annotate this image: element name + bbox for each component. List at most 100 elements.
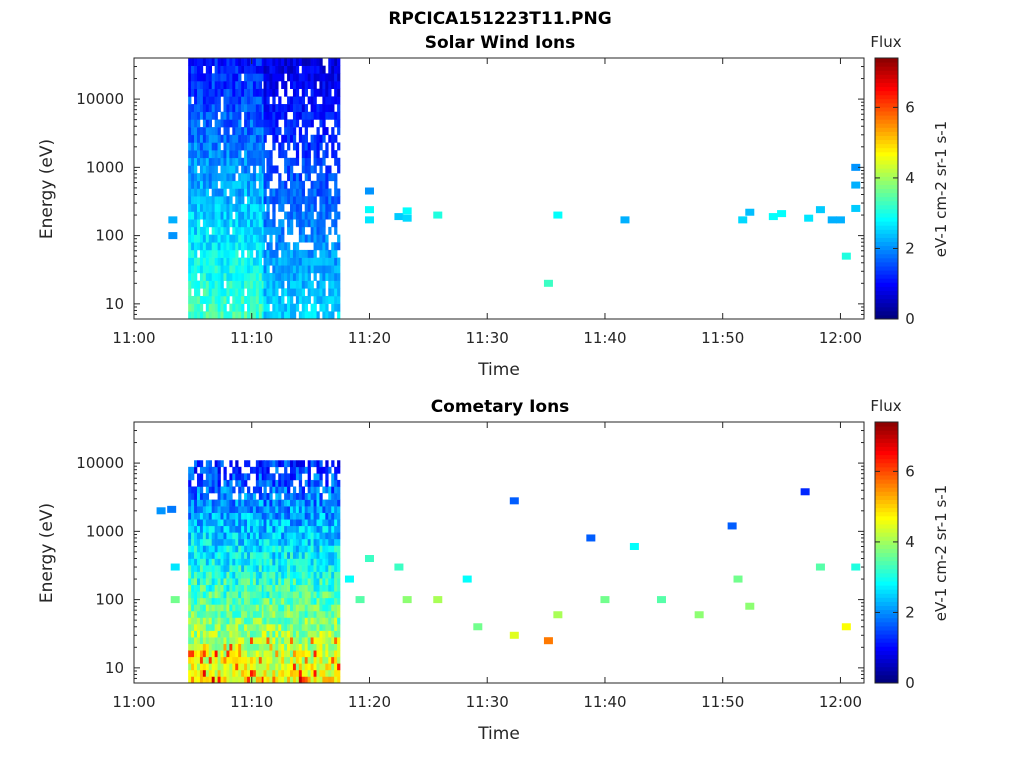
heatmap-cell <box>247 610 251 618</box>
heatmap-cell <box>284 519 288 527</box>
heatmap-cell <box>255 512 260 520</box>
heatmap-cell <box>191 165 195 174</box>
heatmap-cell <box>290 127 294 136</box>
heatmap-cell <box>337 656 341 664</box>
heatmap-cell <box>304 173 308 182</box>
heatmap-cell <box>298 663 303 671</box>
heatmap-cell <box>205 473 210 481</box>
heatmap-cell <box>261 180 265 189</box>
heatmap-cell <box>202 624 207 631</box>
heatmap-cell <box>247 288 251 297</box>
heatmap-cell <box>261 196 265 205</box>
data-cell <box>364 216 374 224</box>
heatmap-cell <box>313 669 317 677</box>
heatmap-cell <box>235 272 239 281</box>
heatmap-cell <box>217 203 221 212</box>
heatmap-cell <box>255 104 260 113</box>
heatmap-cell <box>310 73 314 82</box>
heatmap-cell <box>334 280 338 289</box>
heatmap-cell <box>310 234 314 243</box>
colorbar-step <box>875 617 898 623</box>
heatmap-cell <box>205 265 210 274</box>
heatmap-cell <box>304 65 308 74</box>
heatmap-cell <box>325 519 329 527</box>
heatmap-cell <box>191 519 195 527</box>
heatmap-cell <box>261 58 265 66</box>
heatmap-cell <box>325 538 329 546</box>
heatmap-cell <box>226 142 230 151</box>
heatmap-cell <box>325 663 329 671</box>
heatmap-cell <box>223 532 227 540</box>
heatmap-cell <box>247 111 251 120</box>
heatmap-cell <box>214 211 218 220</box>
heatmap-cell <box>255 551 260 559</box>
heatmap-cell <box>188 295 192 304</box>
heatmap-cell <box>316 663 320 671</box>
heatmap-cell <box>235 584 239 592</box>
heatmap-cell <box>295 142 300 151</box>
heatmap-cell <box>255 58 260 66</box>
heatmap-cell <box>238 196 242 205</box>
heatmap-cell <box>220 111 224 120</box>
heatmap-cell <box>263 499 267 507</box>
heatmap-cell <box>208 479 213 487</box>
data-cell <box>170 563 180 571</box>
heatmap-cell <box>199 65 204 74</box>
colorbar-step <box>875 86 898 92</box>
heatmap-cell <box>249 157 254 166</box>
heatmap-cell <box>223 65 227 74</box>
heatmap-cell <box>196 669 201 677</box>
heatmap-cell <box>211 203 215 212</box>
heatmap-cell <box>298 617 303 625</box>
heatmap-cell <box>235 499 239 507</box>
heatmap-cell <box>211 650 215 658</box>
x-tick-label: 11:20 <box>348 693 391 711</box>
heatmap-cell <box>295 525 300 533</box>
heatmap-cell <box>263 545 267 553</box>
heatmap-cell <box>284 196 288 205</box>
heatmap-cell <box>238 591 242 599</box>
heatmap-cell <box>194 637 198 644</box>
heatmap-cell <box>269 584 273 592</box>
heatmap-cell <box>244 460 248 468</box>
heatmap-cell <box>202 226 207 235</box>
heatmap-cell <box>208 96 213 105</box>
heatmap-cell <box>199 486 204 494</box>
heatmap-cell <box>261 656 265 664</box>
heatmap-cell <box>214 591 218 599</box>
heatmap-cell <box>295 676 300 684</box>
heatmap-cell <box>229 65 233 74</box>
heatmap-cell <box>214 150 218 159</box>
heatmap-cell <box>196 157 201 166</box>
heatmap-cell <box>328 493 332 500</box>
heatmap-cell <box>266 242 270 251</box>
heatmap-cell <box>199 617 204 625</box>
heatmap-cell <box>194 165 198 174</box>
heatmap-cell <box>199 676 204 684</box>
heatmap-cell <box>220 571 224 579</box>
heatmap-cell <box>241 81 245 90</box>
heatmap-cell <box>331 134 335 143</box>
heatmap-cell <box>235 119 239 128</box>
heatmap-cell <box>284 545 288 553</box>
heatmap-cell <box>290 506 294 513</box>
heatmap-cell <box>272 624 276 631</box>
heatmap-cell <box>269 676 273 684</box>
heatmap-cell <box>247 545 251 553</box>
heatmap-cell <box>191 180 195 189</box>
heatmap-cell <box>199 73 204 82</box>
heatmap-cell <box>337 545 341 553</box>
heatmap-cell <box>220 265 224 274</box>
heatmap-cell <box>298 257 303 266</box>
heatmap-cell <box>307 584 311 592</box>
heatmap-cell <box>211 617 215 625</box>
heatmap-cell <box>214 73 218 82</box>
heatmap-cell <box>287 288 291 297</box>
heatmap-cell <box>258 551 263 559</box>
heatmap-cell <box>295 249 300 258</box>
heatmap-cell <box>199 663 204 671</box>
heatmap-cell <box>244 211 248 220</box>
heatmap-cell <box>269 73 273 82</box>
heatmap-cell <box>281 512 285 520</box>
heatmap-cell <box>331 265 335 274</box>
